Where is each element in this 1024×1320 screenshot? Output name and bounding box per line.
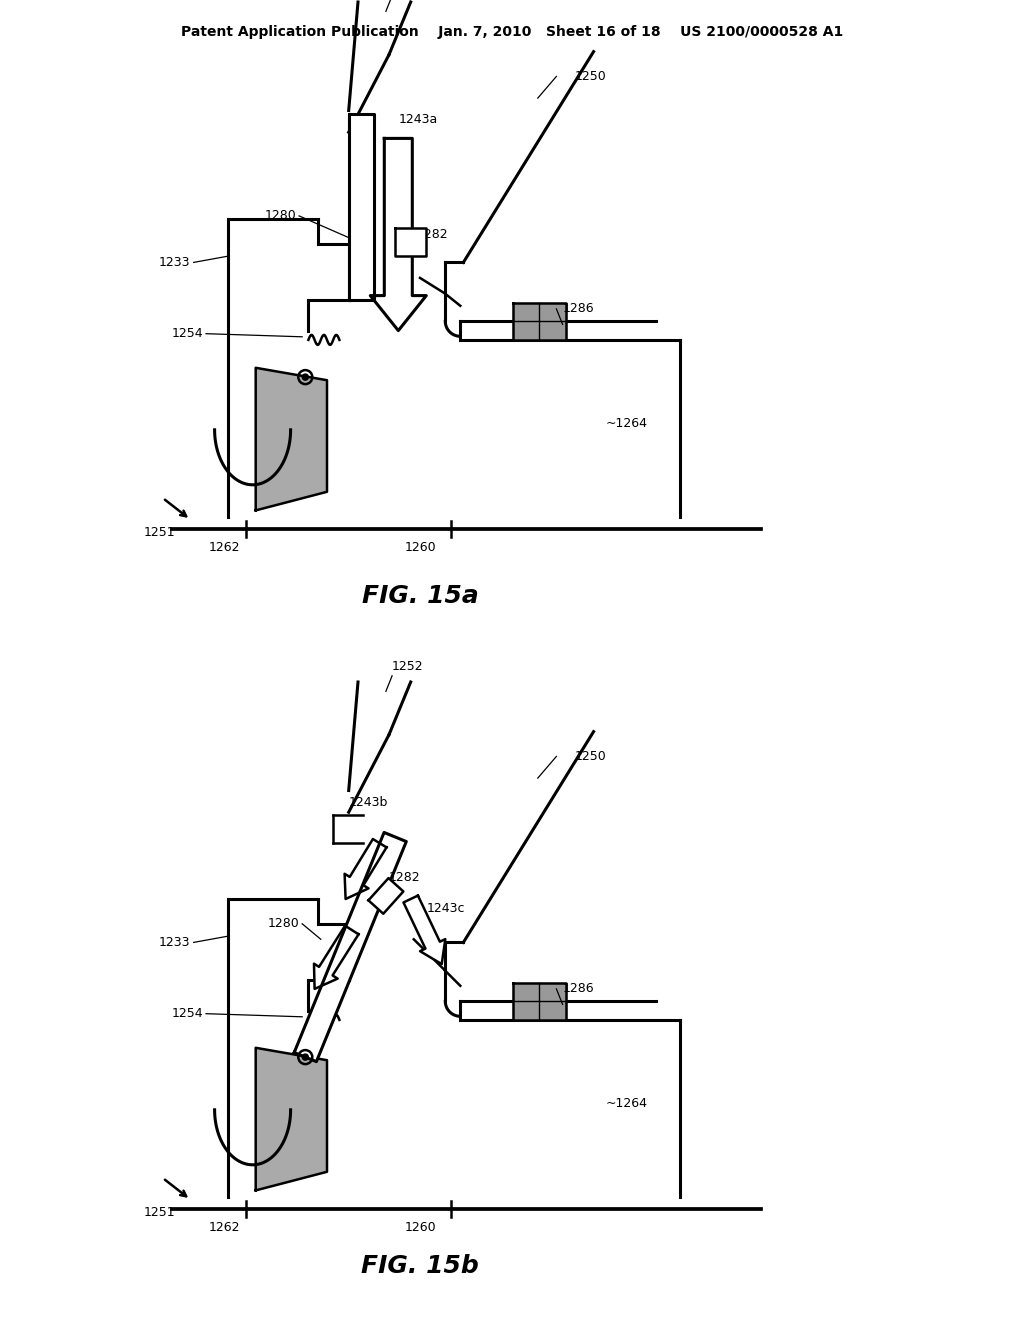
Polygon shape	[345, 840, 386, 899]
Text: FIG. 15b: FIG. 15b	[361, 1254, 479, 1278]
Text: 1262: 1262	[209, 541, 241, 554]
Text: 1243a: 1243a	[398, 114, 437, 127]
Polygon shape	[294, 833, 407, 1061]
Text: 1233: 1233	[159, 256, 190, 269]
Text: 1280: 1280	[264, 210, 296, 222]
Text: FIG. 15a: FIG. 15a	[361, 583, 478, 607]
Text: 1243b: 1243b	[349, 796, 388, 809]
Circle shape	[303, 375, 308, 380]
Text: 1280: 1280	[267, 917, 299, 931]
Text: 1251: 1251	[144, 525, 176, 539]
Text: 1233: 1233	[159, 936, 190, 949]
Text: 1260: 1260	[404, 1221, 436, 1234]
Text: 1262: 1262	[209, 1221, 241, 1234]
Polygon shape	[395, 228, 426, 256]
Text: Patent Application Publication    Jan. 7, 2010   Sheet 16 of 18    US 2100/00005: Patent Application Publication Jan. 7, 2…	[181, 25, 843, 40]
Polygon shape	[256, 1048, 327, 1191]
Polygon shape	[403, 895, 445, 964]
Polygon shape	[369, 878, 403, 913]
Text: 1286: 1286	[562, 302, 594, 315]
Circle shape	[303, 1055, 308, 1060]
Text: 1251: 1251	[144, 1205, 176, 1218]
Polygon shape	[349, 114, 374, 300]
Text: 1254: 1254	[171, 1007, 203, 1020]
Text: 1282: 1282	[389, 871, 421, 884]
Text: 1286: 1286	[562, 982, 594, 995]
Polygon shape	[513, 982, 565, 1020]
Polygon shape	[513, 302, 565, 339]
Text: 1243c: 1243c	[426, 902, 465, 915]
Text: ~1264: ~1264	[606, 417, 648, 430]
Polygon shape	[314, 925, 358, 989]
Text: 1250: 1250	[575, 750, 607, 763]
Polygon shape	[256, 368, 327, 511]
Text: ~1264: ~1264	[606, 1097, 648, 1110]
Text: 1254: 1254	[171, 327, 203, 341]
Text: 1260: 1260	[404, 541, 436, 554]
Text: 1252: 1252	[392, 660, 424, 673]
Text: 1282: 1282	[417, 228, 449, 242]
Polygon shape	[371, 139, 426, 330]
Text: 1250: 1250	[575, 70, 607, 83]
